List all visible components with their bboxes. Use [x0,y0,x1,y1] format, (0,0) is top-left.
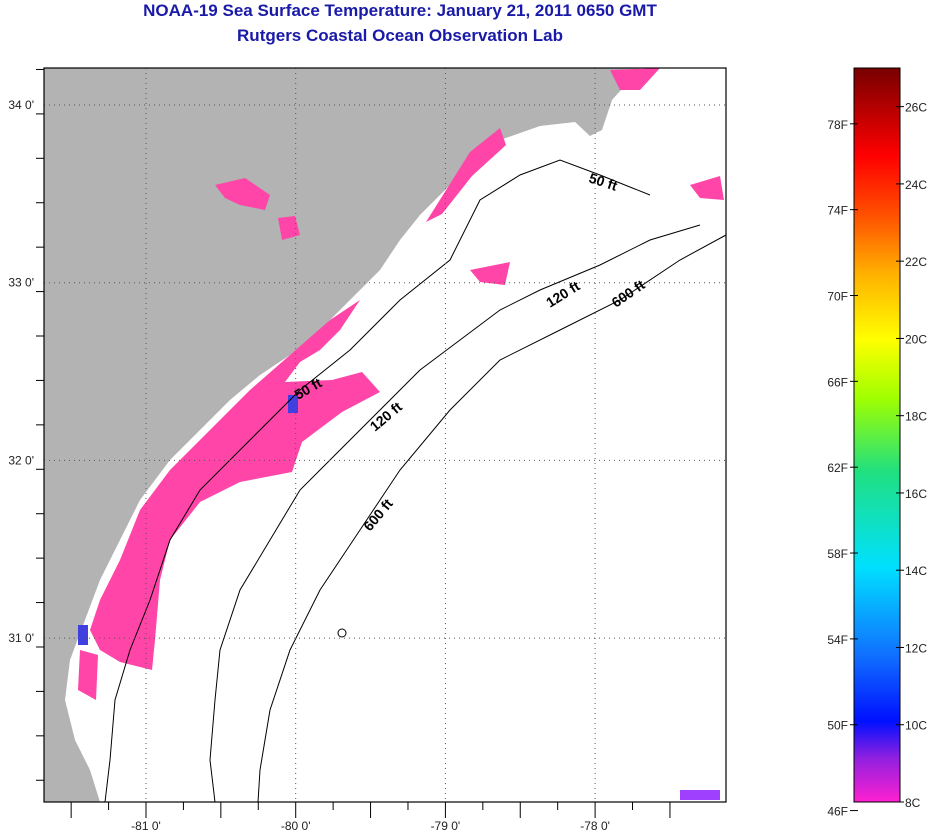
graticule [44,68,726,802]
map-frame [43,67,727,803]
lon-tick-label: -81 0' [131,819,161,832]
colorbar-labels: 26C 24C 22C 20C 18C 16C 14C 12C 10C 8C 78F 74F 70F 66… [827,101,927,819]
lat-tick-label: 31 0' [8,631,34,645]
celsius-label: 24C [905,178,927,192]
map-title: NOAA-19 Sea Surface Temperature: January… [143,1,657,20]
map-axes: -81 0' -80 0' -79 0' -78 0' 34 0' 33 0' 32 0' 3… [8,68,671,832]
fahrenheit-label: 66F [827,375,848,389]
cool-water-patches [78,395,720,800]
colorbar [853,67,901,803]
lat-tick-label: 34 0' [8,98,34,112]
lon-tick-label: -78 0' [580,819,610,832]
fahrenheit-label: 70F [827,289,848,303]
celsius-label: 14C [905,564,927,578]
fahrenheit-label: 50F [827,719,848,733]
celsius-label: 26C [905,101,927,115]
celsius-label: 20C [905,332,927,346]
land [44,68,640,802]
map-subtitle: Rutgers Coastal Ocean Observation Lab [237,26,563,45]
lon-tick-label: -79 0' [431,819,461,832]
fahrenheit-label: 74F [827,204,848,218]
fahrenheit-label: 54F [827,633,848,647]
celsius-label: 12C [905,641,927,655]
depth-contours [104,159,726,802]
celsius-label: 16C [905,487,927,501]
celsius-label: 8C [905,796,921,810]
celsius-label: 22C [905,255,927,269]
fahrenheit-label: 58F [827,547,848,561]
lon-tick-label: -80 0' [281,819,311,832]
lat-tick-label: 33 0' [8,276,34,290]
contour-50ft [104,159,651,802]
celsius-label: 10C [905,719,927,733]
fahrenheit-label: 62F [827,461,848,475]
cold-water-patches [78,68,724,700]
fahrenheit-label: 78F [827,118,848,132]
contour-120ft [209,224,701,802]
celsius-label: 18C [905,410,927,424]
contour-600ft [257,234,726,802]
lat-tick-label: 32 0' [8,453,34,467]
fahrenheit-label: 46F [827,805,848,819]
